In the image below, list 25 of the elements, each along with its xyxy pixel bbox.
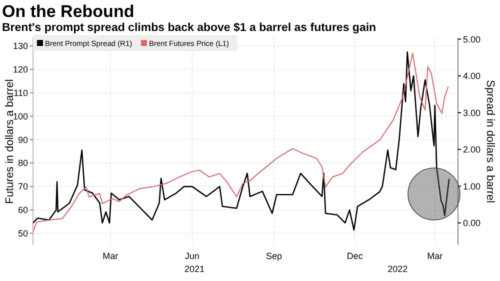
y-tick-label: 80 bbox=[18, 158, 28, 168]
y-tick-label: 130 bbox=[12, 41, 28, 52]
x-tick-label: Mar bbox=[102, 251, 118, 261]
x-tick-label: Dec bbox=[346, 251, 364, 261]
text: 2022 bbox=[388, 264, 408, 274]
y2-tick-label: 2.00 bbox=[463, 144, 481, 155]
y2-tick-label: 4.00 bbox=[463, 71, 481, 82]
y2-tick-label: 5.00 bbox=[463, 34, 481, 44]
y2-axis-title: Spread in dollars a barrel bbox=[484, 80, 496, 203]
chart-subtitle: Brent's prompt spread climbs back above $1 a barrel as futures gain bbox=[2, 22, 376, 34]
chart-title: On the Rebound bbox=[2, 2, 134, 21]
y-tick-label: 70 bbox=[18, 182, 28, 192]
y-tick-label: 120 bbox=[12, 64, 28, 75]
text: 2021 bbox=[184, 264, 205, 274]
y-tick-label: 50 bbox=[18, 228, 28, 238]
y-tick-label: 100 bbox=[12, 111, 28, 122]
y-tick-label: 90 bbox=[18, 134, 28, 145]
y2-tick-label: 1.00 bbox=[463, 181, 481, 192]
y2-tick-label: 0.00 bbox=[463, 218, 481, 228]
x-tick-label: Sep bbox=[266, 251, 282, 261]
y-tick-label: 110 bbox=[14, 88, 28, 98]
y2-tick-label: 3.00 bbox=[463, 108, 481, 118]
x-tick-label: Mar bbox=[427, 251, 443, 261]
y-tick-label: 60 bbox=[18, 205, 28, 216]
x-tick-label: Jun bbox=[184, 251, 200, 261]
